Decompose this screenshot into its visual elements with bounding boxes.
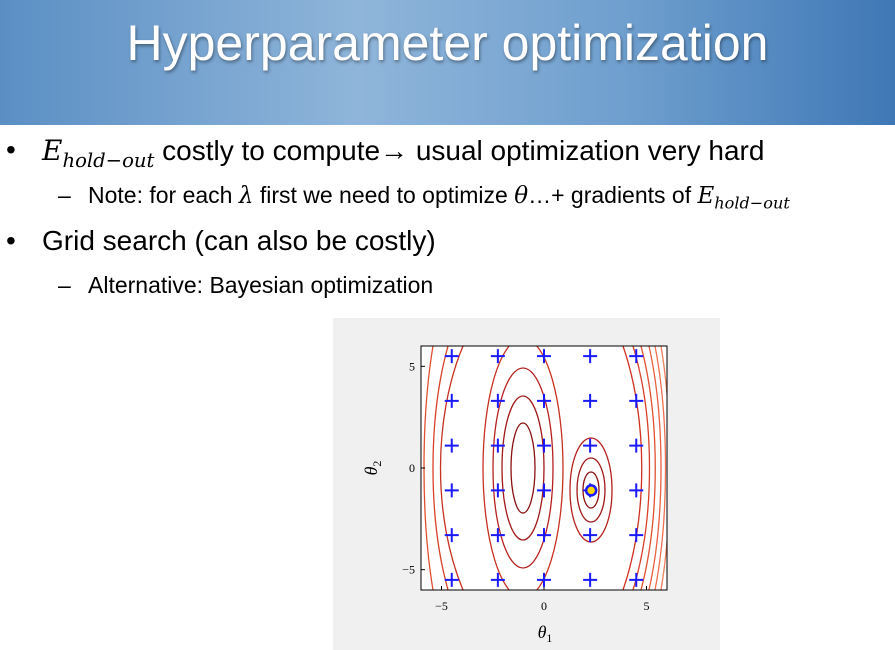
x-label-symbol: θ: [538, 622, 547, 642]
bullet-text: costly to compute→ usual optimization ve…: [154, 135, 765, 166]
title: Hyperparameter optimization: [126, 15, 769, 71]
grid-point: [629, 483, 644, 498]
grid-point: [537, 349, 551, 364]
grid-point: [444, 528, 459, 543]
dash: –: [58, 182, 71, 208]
text: Note: for each: [88, 182, 239, 208]
contours: [423, 346, 667, 590]
text: Alternative: Bayesian optimization: [88, 272, 434, 298]
grid-point: [629, 572, 644, 587]
math: λ: [238, 183, 254, 209]
math: θ: [514, 183, 529, 209]
math: E: [697, 183, 715, 209]
grid-point: [444, 393, 459, 408]
text: …+ gradients of: [528, 182, 698, 208]
grid-point: [537, 572, 551, 587]
grid-point: [537, 393, 551, 408]
x-tick-label: −5: [435, 599, 448, 613]
bullet-text: Grid search (can also be costly): [42, 225, 436, 256]
grid-point: [583, 349, 598, 364]
x-tick-label: 5: [644, 599, 650, 613]
grid-point: [490, 528, 505, 543]
y-label-sub: 2: [370, 461, 384, 467]
grid-point: [444, 483, 459, 498]
header: Hyperparameter optimization: [0, 0, 895, 125]
figure: θ1 θ2 −5 0 5−505: [333, 318, 720, 650]
grid-point: [444, 349, 459, 364]
grid-point: [537, 528, 551, 543]
best-point: [584, 484, 598, 497]
bullet-dot: •: [6, 225, 16, 256]
bullet-dot: •: [6, 134, 16, 165]
x-axis-label: θ1: [538, 622, 553, 645]
grid-point: [490, 572, 505, 587]
grid-point: [537, 438, 551, 453]
grid-point: [444, 438, 459, 453]
grid-point: [629, 438, 644, 453]
grid-point: [583, 528, 598, 543]
grid-point: [490, 483, 505, 498]
grid-point: [629, 528, 644, 543]
y-label-symbol: θ: [361, 466, 381, 475]
grid-point: [629, 393, 644, 408]
grid-point: [583, 572, 598, 587]
grid-point: [490, 349, 505, 364]
grid-point: [444, 572, 459, 587]
math-subscript: hold−out: [714, 193, 790, 213]
grid-point: [537, 483, 551, 498]
math-subscript: hold−out: [62, 148, 155, 172]
x-label-sub: 1: [546, 631, 552, 645]
y-tick-label: 0: [409, 461, 415, 475]
grid-point: [583, 393, 598, 408]
text: first we need to optimize: [253, 182, 515, 208]
dash: –: [58, 272, 71, 298]
math-symbol: E: [42, 134, 63, 167]
grid-point: [490, 438, 505, 453]
x-tick-label: 0: [541, 599, 547, 613]
y-tick-label: 5: [409, 359, 415, 373]
grid-point: [629, 349, 644, 364]
grid-point: [583, 438, 598, 453]
y-axis-label: θ2: [361, 461, 384, 476]
grid-point: [490, 393, 505, 408]
y-tick-label: −5: [402, 563, 415, 577]
